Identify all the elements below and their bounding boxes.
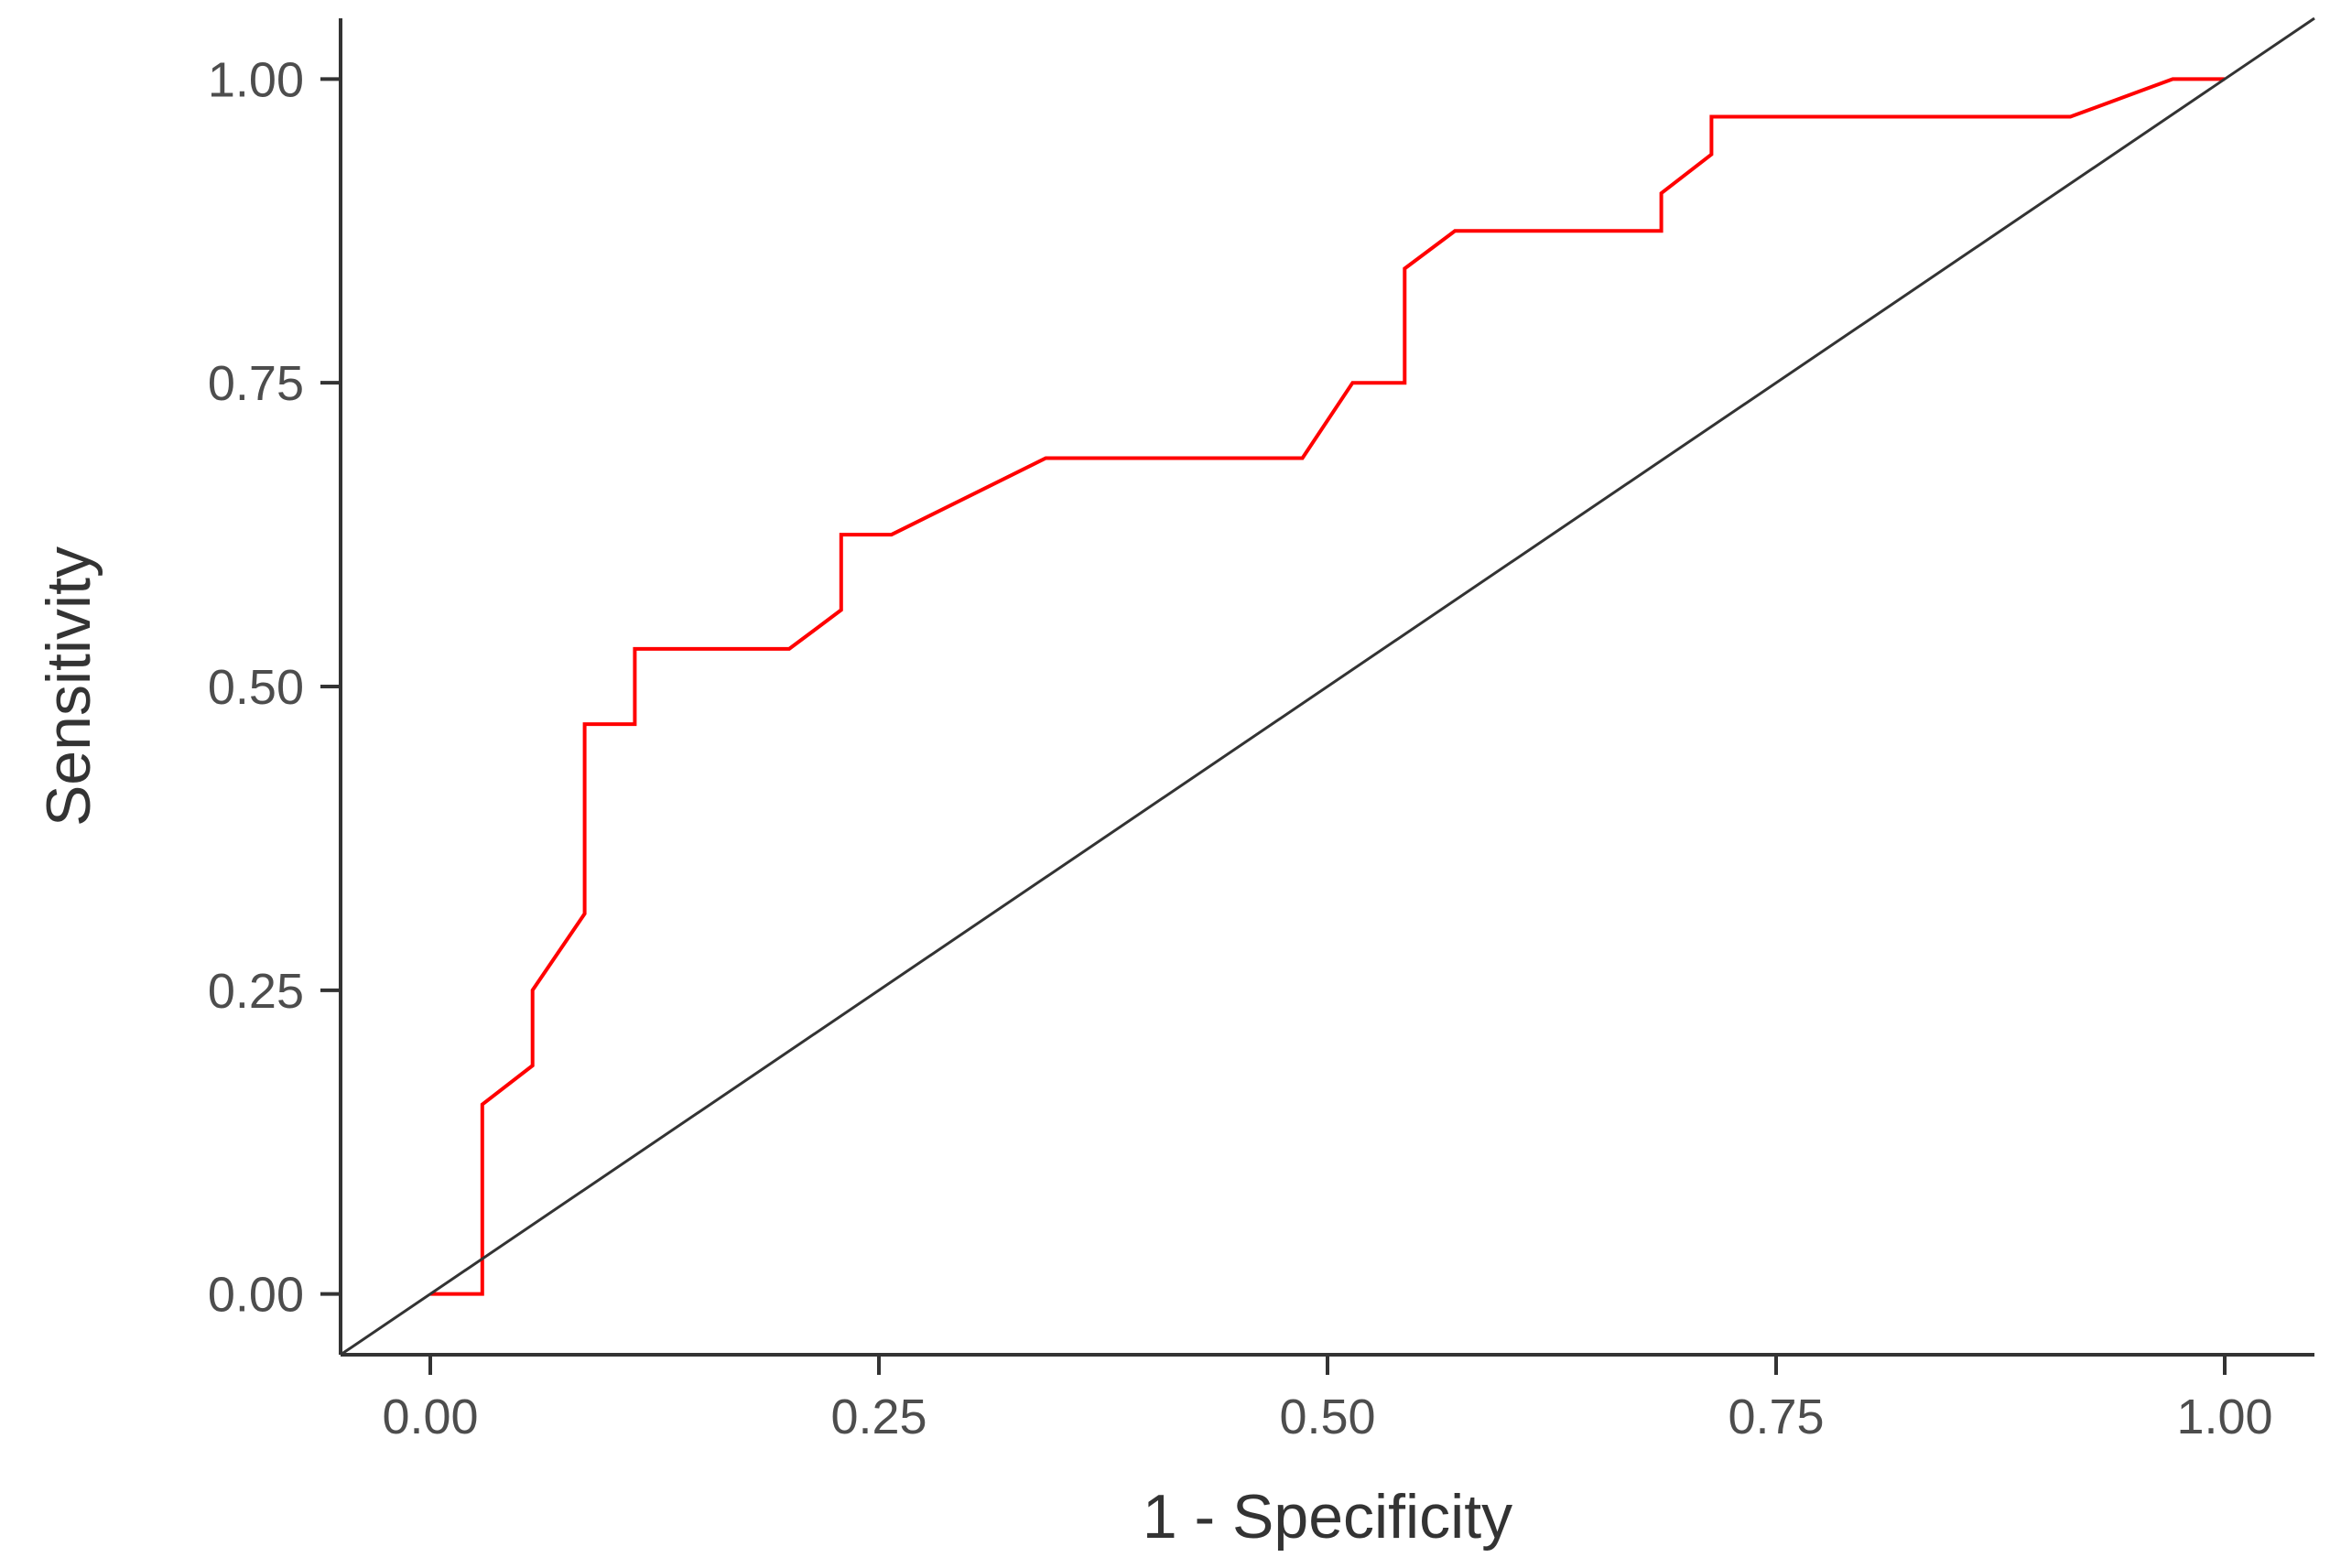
- roc-curve-line: [430, 77, 2225, 1296]
- x-axis-ticks: 0.00 0.25 0.50 0.75 1.00: [382, 1355, 2273, 1444]
- y-axis-title: Sensitivity: [34, 546, 103, 827]
- y-tick-label: 1.00: [208, 52, 304, 107]
- x-tick-label: 0.00: [382, 1390, 478, 1444]
- y-tick-label: 0.25: [208, 964, 304, 1019]
- y-axis-ticks: 0.00 0.25 0.50 0.75 1.00: [208, 52, 341, 1323]
- plot-area: [340, 16, 2315, 1357]
- x-tick-label: 0.75: [1728, 1390, 1824, 1444]
- y-tick-label: 0.00: [208, 1268, 304, 1323]
- reference-diagonal-line: [340, 16, 2315, 1357]
- x-tick-label: 0.25: [830, 1390, 927, 1444]
- x-axis-title: 1 - Specificity: [1143, 1482, 1512, 1552]
- y-tick-label: 0.75: [208, 356, 304, 411]
- x-tick-label: 1.00: [2176, 1390, 2272, 1444]
- x-tick-label: 0.50: [1279, 1390, 1375, 1444]
- y-tick-label: 0.50: [208, 660, 304, 715]
